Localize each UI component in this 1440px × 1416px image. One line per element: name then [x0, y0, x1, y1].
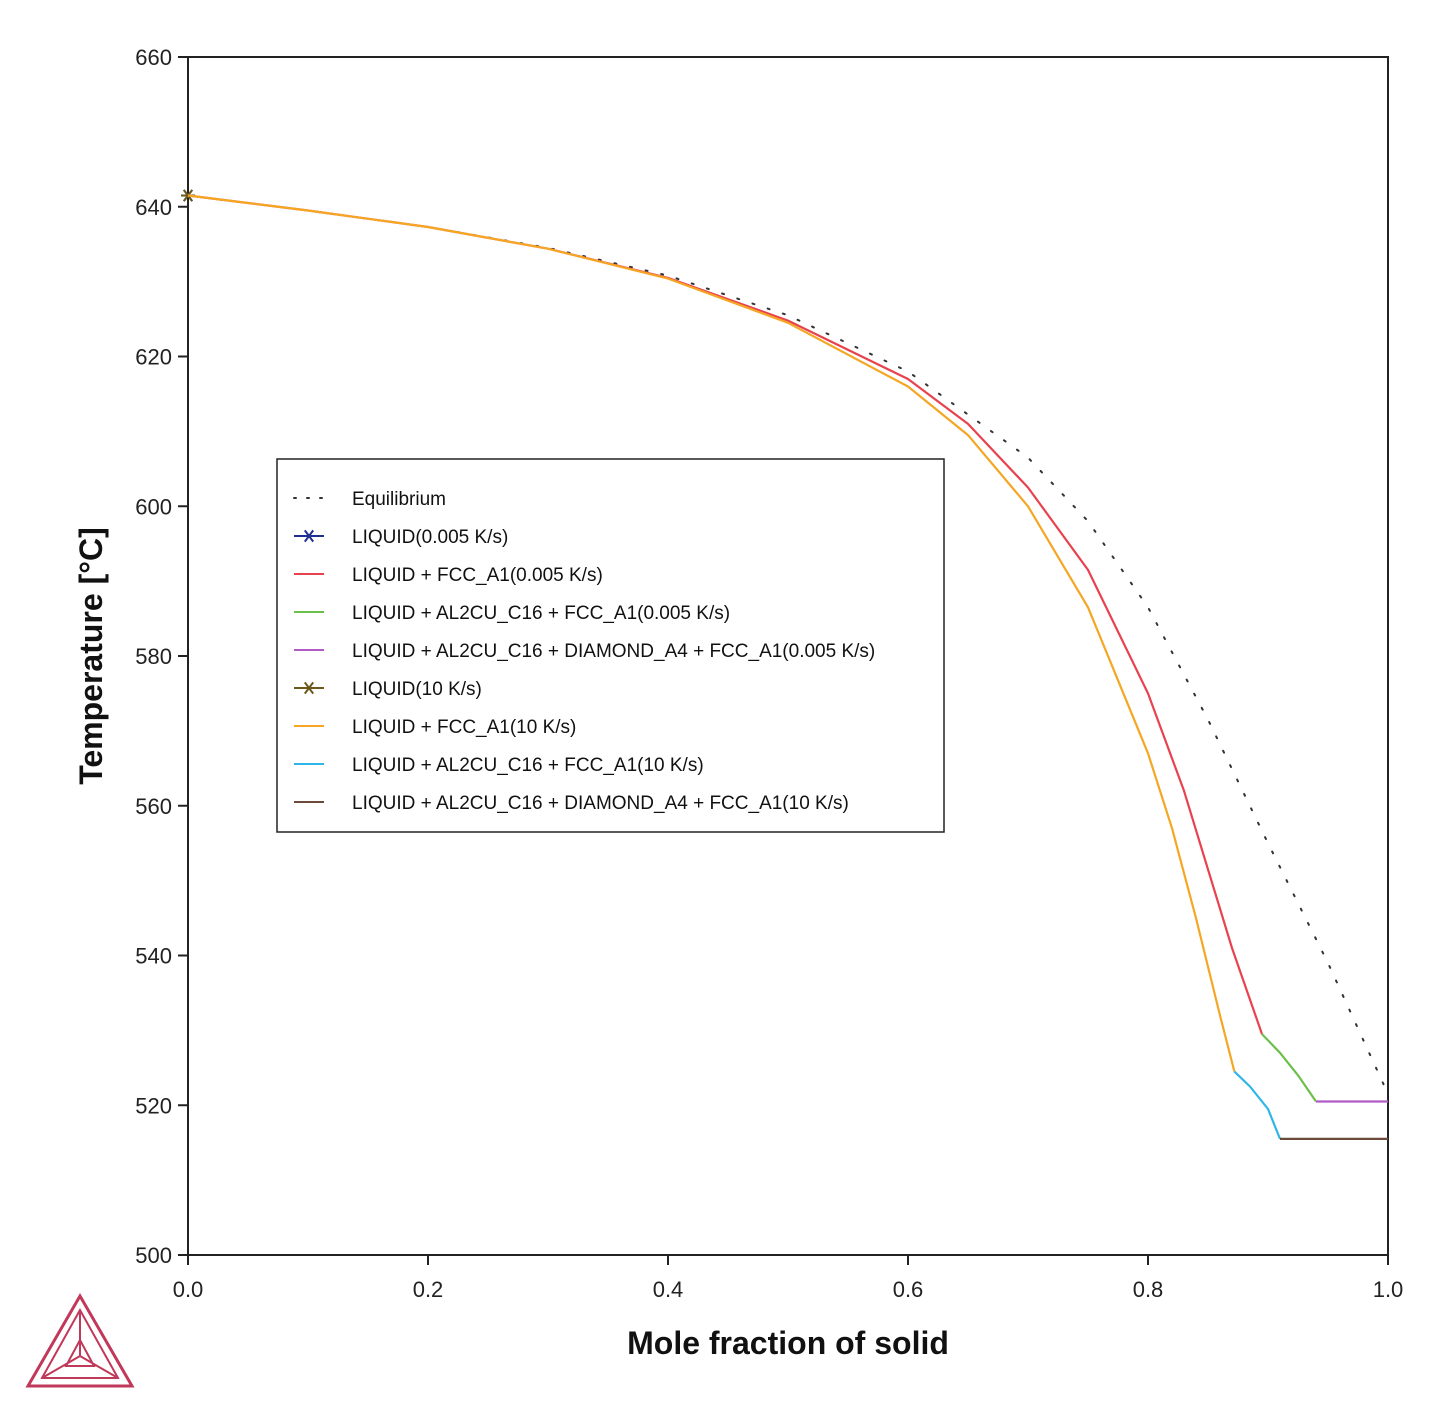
series-layer	[181, 189, 1389, 1141]
y-tick-label: 640	[135, 195, 172, 220]
x-tick-label: 0.4	[653, 1277, 684, 1302]
y-tick-label: 620	[135, 345, 172, 370]
series-7-line	[1233, 1070, 1282, 1140]
legend-item: LIQUID + AL2CU_C16 + FCC_A1(0.005 K/s)	[294, 603, 730, 624]
series-6-line	[187, 194, 1236, 1072]
y-tick-label: 520	[135, 1093, 172, 1118]
x-tick-label: 0.6	[893, 1277, 924, 1302]
legend-item: LIQUID(0.005 K/s)	[294, 527, 508, 548]
y-axis-title: Temperature [°C]	[73, 527, 109, 785]
y-tick-label: 660	[135, 45, 172, 70]
legend-label: LIQUID + FCC_A1(10 K/s)	[352, 717, 576, 738]
legend-item: LIQUID + AL2CU_C16 + DIAMOND_A4 + FCC_A1…	[294, 793, 849, 814]
y-tick-label: 560	[135, 794, 172, 819]
x-tick-label: 1.0	[1373, 1277, 1404, 1302]
legend-marker	[302, 529, 316, 543]
legend-item: Equilibrium	[293, 489, 446, 510]
legend-item: LIQUID + FCC_A1(0.005 K/s)	[294, 565, 603, 586]
legend-label: LIQUID(0.005 K/s)	[352, 527, 508, 548]
legend-label: LIQUID + AL2CU_C16 + FCC_A1(0.005 K/s)	[352, 603, 730, 624]
legend-label: Equilibrium	[352, 489, 446, 510]
y-axis: 500 520 540 560 580 600 620 640 660	[135, 45, 188, 1268]
legend-item: LIQUID + FCC_A1(10 K/s)	[294, 717, 576, 738]
legend-label: LIQUID + FCC_A1(0.005 K/s)	[352, 565, 603, 586]
legend-item: LIQUID(10 K/s)	[294, 679, 482, 700]
legend-item: LIQUID + AL2CU_C16 + FCC_A1(10 K/s)	[294, 755, 704, 776]
x-axis-title: Mole fraction of solid	[627, 1325, 949, 1361]
legend-box	[276, 458, 945, 833]
y-tick-label: 600	[135, 494, 172, 519]
series-3-line	[1261, 1033, 1317, 1103]
legend-item: LIQUID + AL2CU_C16 + DIAMOND_A4 + FCC_A1…	[294, 641, 875, 662]
legend-label: LIQUID + AL2CU_C16 + DIAMOND_A4 + FCC_A1…	[352, 641, 875, 662]
legend-marker	[302, 681, 316, 695]
x-tick-label: 0.8	[1133, 1277, 1164, 1302]
legend-label: LIQUID + AL2CU_C16 + DIAMOND_A4 + FCC_A1…	[352, 793, 849, 814]
legend-label: LIQUID + AL2CU_C16 + FCC_A1(10 K/s)	[352, 755, 704, 776]
series-0-line	[187, 194, 1389, 1095]
legend-label: LIQUID(10 K/s)	[352, 679, 482, 700]
x-tick-label: 0.2	[413, 1277, 444, 1302]
y-tick-label: 500	[135, 1243, 172, 1268]
legend: Equilibrium LIQUID(0.005 K/s) LIQUID + FCC…	[276, 458, 945, 833]
y-tick-label: 580	[135, 644, 172, 669]
triangle-logo-icon	[25, 1293, 135, 1388]
x-axis: 0.0 0.2 0.4 0.6 0.8 1.0	[173, 1255, 1404, 1302]
x-tick-label: 0.0	[173, 1277, 204, 1302]
y-tick-label: 540	[135, 944, 172, 969]
